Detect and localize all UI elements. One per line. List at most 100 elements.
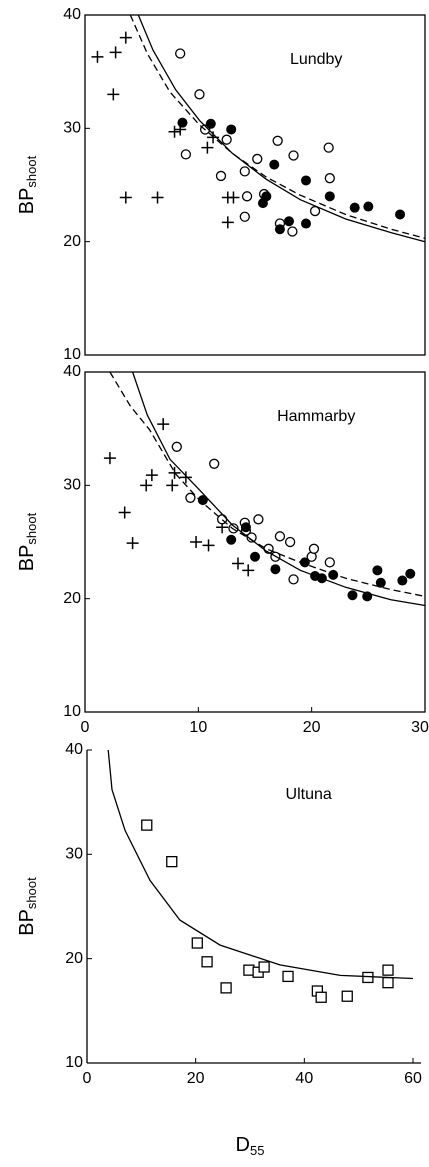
filled-circle-marker [363, 201, 374, 212]
open-square-marker [315, 991, 327, 1003]
fit-curve [137, 14, 426, 243]
x-tick-label: 30 [411, 719, 429, 736]
open-circle-marker [324, 173, 335, 184]
panel-annotation: Hammarby [277, 408, 355, 425]
open-circle-marker [171, 441, 182, 452]
fit-curve [109, 371, 426, 598]
y-tick-label: 40 [63, 363, 81, 380]
filled-circle-marker [261, 191, 272, 202]
open-circle-marker [209, 458, 220, 469]
plot-frame [84, 371, 426, 713]
open-circle-marker [324, 557, 335, 568]
panel-annotation: Lundby [290, 51, 343, 68]
plus-marker [202, 539, 215, 552]
plus-marker [190, 536, 203, 548]
plus-marker [168, 125, 181, 138]
open-square-marker [166, 855, 178, 868]
x-tick-label: 0 [83, 1070, 92, 1087]
y-tick-label: 30 [63, 477, 81, 494]
filled-circle-marker [347, 590, 358, 601]
plus-marker [119, 31, 132, 44]
filled-circle-marker [397, 575, 408, 586]
filled-circle-marker [372, 565, 383, 576]
filled-circle-marker [270, 564, 281, 575]
open-circle-marker [274, 531, 286, 542]
filled-circle-marker [205, 118, 216, 129]
y-axis-label-main: BP [16, 909, 38, 936]
open-square-marker [282, 970, 294, 983]
y-axis-label-sub: shoot [24, 155, 39, 187]
y-tick-label: 20 [63, 233, 81, 250]
plus-marker [227, 191, 240, 204]
filled-circle-marker [269, 159, 280, 170]
open-circle-marker [252, 153, 263, 165]
filled-circle-marker [226, 534, 237, 545]
panel: 10 20 30 40 0 20 40 60 BPshoot D55 Ultuna [16, 741, 422, 1158]
x-tick-label: 20 [303, 719, 321, 736]
filled-circle-marker [274, 224, 285, 235]
panel-annotation: Ultuna [286, 786, 332, 803]
open-square-marker [243, 964, 255, 976]
plus-marker [157, 418, 170, 431]
fit-curve [107, 749, 414, 980]
filled-circle-marker [284, 216, 294, 227]
y-tick-label: 10 [65, 1054, 83, 1071]
y-tick-label: 10 [63, 703, 81, 720]
open-circle-marker [239, 211, 250, 222]
open-circle-marker [246, 532, 257, 543]
open-circle-marker [194, 89, 205, 100]
plus-marker [166, 479, 179, 492]
y-tick-label: 40 [63, 6, 81, 23]
filled-circle-marker [395, 209, 406, 220]
y-tick-label: 30 [63, 120, 81, 137]
plus-marker [118, 506, 131, 519]
filled-circle-marker [197, 495, 208, 506]
x-tick-label: 40 [295, 1070, 313, 1087]
y-tick-label: 30 [65, 846, 83, 863]
plus-marker [126, 537, 139, 550]
open-circle-marker [221, 134, 232, 145]
filled-circle-marker [299, 557, 310, 568]
y-axis-label-sub: shoot [24, 877, 39, 909]
filled-circle-marker [240, 522, 251, 533]
y-tick-label: 10 [63, 346, 81, 363]
plus-marker [109, 46, 122, 59]
y-axis-label-main: BP [16, 545, 38, 572]
plot-frame [84, 14, 426, 356]
open-circle-marker [241, 191, 253, 202]
open-square-marker [201, 956, 213, 968]
x-tick-label: 60 [404, 1070, 422, 1087]
open-circle-marker [180, 149, 192, 160]
fit-curve [131, 371, 426, 607]
open-circle-marker [272, 135, 283, 146]
y-axis-label: BPshoot [16, 155, 39, 214]
open-circle-marker [175, 48, 186, 59]
x-tick-label: 20 [187, 1070, 205, 1087]
open-circle-marker [253, 514, 264, 525]
plus-marker [119, 191, 132, 204]
open-square-marker [382, 964, 394, 976]
plus-marker [232, 557, 244, 570]
open-circle-marker [288, 574, 299, 585]
open-circle-marker [287, 226, 298, 237]
open-square-marker [141, 819, 153, 831]
plus-marker [201, 141, 214, 154]
filled-circle-marker [324, 191, 335, 202]
panel: 10 20 30 40 BPshoot Lundby [16, 6, 426, 363]
plus-marker [221, 216, 234, 229]
open-circle-marker [308, 543, 320, 554]
filled-circle-marker [301, 175, 311, 186]
y-axis-label-main: BP [16, 188, 38, 215]
open-circle-marker [288, 150, 299, 161]
plus-marker [151, 191, 164, 204]
filled-circle-marker [177, 117, 188, 128]
open-circle-marker [239, 166, 250, 177]
open-square-marker [362, 971, 374, 984]
filled-circle-marker [405, 568, 416, 579]
y-axis-label: BPshoot [16, 877, 39, 936]
plus-marker [91, 50, 104, 63]
filled-circle-marker [301, 218, 311, 229]
filled-circle-marker [328, 569, 339, 580]
plus-marker [140, 479, 153, 492]
